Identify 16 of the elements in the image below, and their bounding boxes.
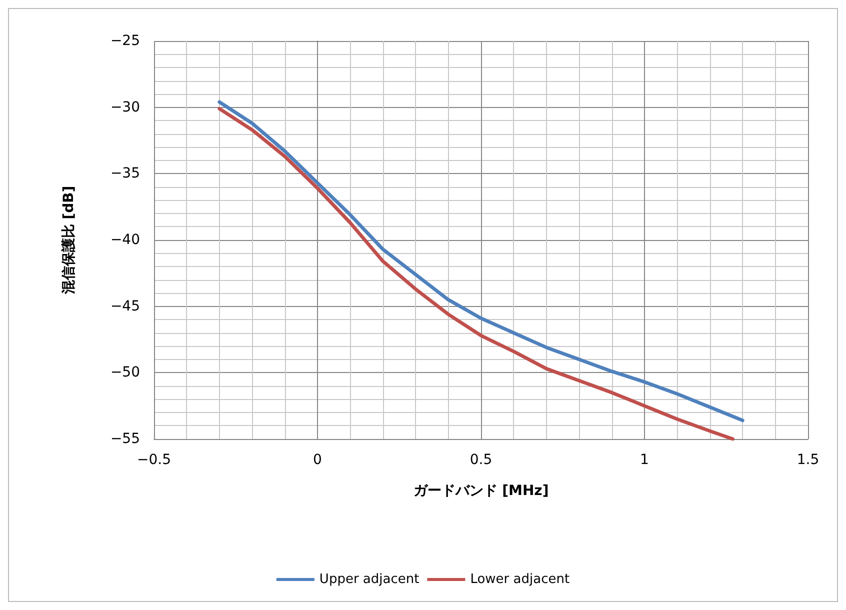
x-tick-label: 0 bbox=[313, 452, 322, 468]
y-tick-label: −30 bbox=[110, 99, 140, 116]
x-tick-label: 1 bbox=[640, 452, 649, 468]
y-tick-label: −55 bbox=[110, 431, 140, 447]
y-tick-label: −35 bbox=[110, 166, 140, 182]
y-axis-title: 混信保護比 [dB] bbox=[60, 186, 77, 296]
x-tick-label: 1.5 bbox=[796, 452, 820, 468]
y-tick-label: −40 bbox=[110, 232, 140, 248]
y-tick-label: −25 bbox=[110, 33, 140, 49]
x-axis-title: ガードバンド [MHz] bbox=[413, 483, 549, 499]
y-tick-label: −45 bbox=[110, 298, 140, 314]
legend-label: Upper adjacent bbox=[319, 572, 420, 587]
x-tick-label: −0.5 bbox=[137, 452, 171, 468]
y-tick-label: −50 bbox=[110, 364, 140, 381]
legend-label: Lower adjacent bbox=[470, 572, 570, 587]
x-tick-label: 0.5 bbox=[470, 452, 492, 468]
